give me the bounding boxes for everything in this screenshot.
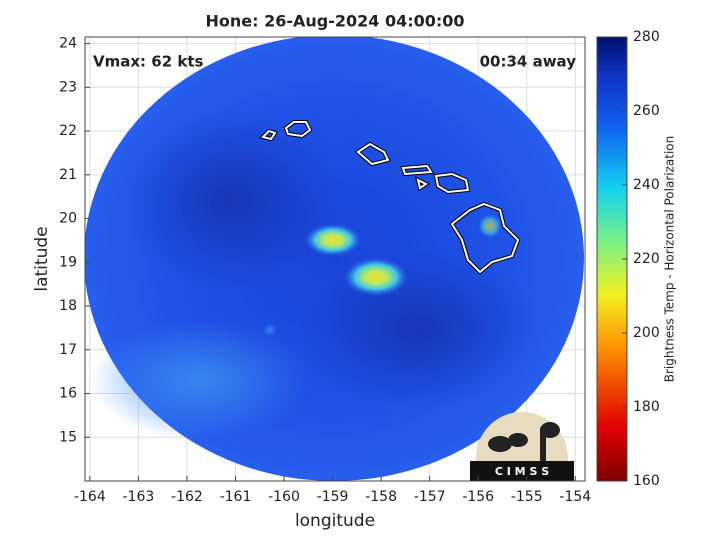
y-axis-label: latitude bbox=[32, 226, 52, 291]
imagery: C I M S S bbox=[85, 37, 584, 481]
y-tick-label: 23 bbox=[59, 79, 77, 95]
x-tick-label: -159 bbox=[317, 489, 349, 505]
colorbar-tick-label: 180 bbox=[633, 399, 660, 415]
convection bbox=[344, 258, 408, 296]
colorbar-tick-label: 240 bbox=[633, 177, 660, 193]
coastline bbox=[261, 121, 520, 274]
colorbar-tick-label: 280 bbox=[633, 29, 660, 45]
colorbar-label: Brightness Temp - Horizontal Polarizatio… bbox=[663, 136, 677, 383]
y-tick-label: 20 bbox=[59, 211, 77, 227]
y-tick-label: 15 bbox=[59, 429, 77, 445]
x-tick-label: -163 bbox=[123, 489, 155, 505]
x-tick-label: -157 bbox=[414, 489, 446, 505]
colorbar-tick-label: 260 bbox=[633, 103, 660, 119]
eta-annotation: 00:34 away bbox=[480, 53, 577, 71]
x-tick-label: -164 bbox=[74, 489, 106, 505]
y-tick-label: 17 bbox=[59, 342, 77, 358]
x-tick-label: -154 bbox=[559, 489, 591, 505]
convection bbox=[478, 214, 502, 238]
x-tick-label: -158 bbox=[365, 489, 397, 505]
y-tick-label: 19 bbox=[59, 254, 77, 270]
warm-spot bbox=[263, 324, 277, 336]
x-tick-label: -155 bbox=[511, 489, 543, 505]
colorbar-tick-label: 160 bbox=[633, 473, 660, 489]
logo-text: C I M S S bbox=[495, 465, 549, 478]
y-tick-label: 22 bbox=[59, 123, 77, 139]
logo: C I M S S bbox=[470, 412, 574, 481]
cold-region bbox=[120, 110, 340, 290]
y-tick-label: 24 bbox=[59, 36, 77, 52]
warm-region bbox=[90, 320, 310, 440]
x-tick-label: -156 bbox=[462, 489, 494, 505]
x-axis-label: longitude bbox=[295, 511, 375, 531]
vmax-annotation: Vmax: 62 kts bbox=[93, 53, 203, 71]
convection bbox=[305, 224, 361, 256]
cold-region bbox=[300, 250, 540, 410]
plot-frame bbox=[84, 36, 586, 482]
x-tick-label: -162 bbox=[171, 489, 203, 505]
title: Hone: 26-Aug-2024 04:00:00 bbox=[205, 12, 464, 31]
colorbar-tick-label: 220 bbox=[633, 251, 660, 267]
y-tick-label: 18 bbox=[59, 298, 77, 314]
x-tick-label: -161 bbox=[220, 489, 252, 505]
y-tick-label: 21 bbox=[59, 167, 77, 183]
x-tick-label: -160 bbox=[268, 489, 300, 505]
colorbar-tick-label: 200 bbox=[633, 325, 660, 341]
y-tick-label: 16 bbox=[59, 386, 77, 402]
